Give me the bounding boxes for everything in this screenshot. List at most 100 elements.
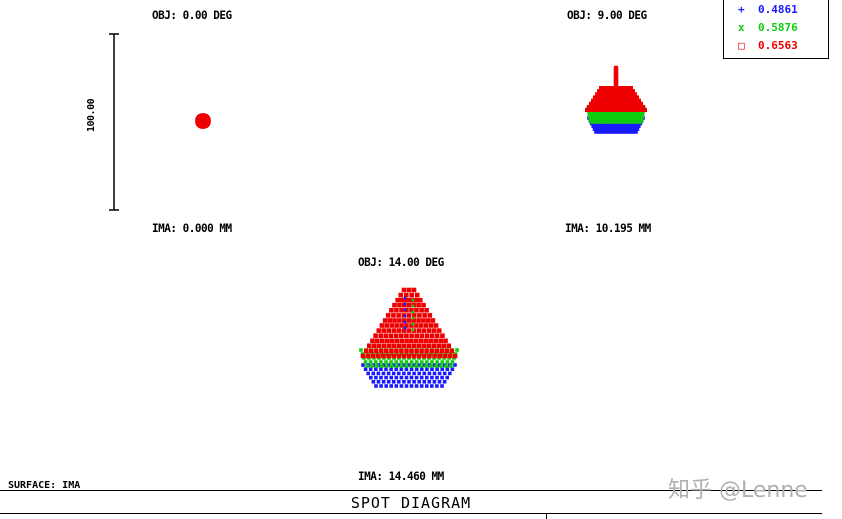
field-1-obj-label: OBJ: 0.00 DEG — [152, 8, 232, 23]
spot-point — [436, 328, 442, 333]
spot-point — [627, 124, 632, 129]
spot-point — [411, 298, 415, 302]
spot-point — [621, 89, 626, 94]
spot-point — [615, 108, 620, 112]
spot-point — [613, 80, 619, 86]
spot-point — [409, 333, 414, 338]
spot-point — [624, 120, 629, 124]
spot-point — [608, 127, 612, 131]
spot-point — [455, 348, 459, 352]
spot-point — [414, 292, 420, 298]
spot-point — [591, 114, 595, 119]
spot-point — [589, 120, 593, 124]
spot-point — [414, 360, 419, 364]
spot-point — [612, 117, 617, 121]
spot-point — [414, 338, 419, 344]
spot-point — [387, 318, 393, 323]
spot-point — [606, 130, 611, 134]
spot-point — [443, 338, 448, 344]
spot-point — [399, 297, 405, 303]
spot-point — [603, 89, 608, 94]
spot-point — [386, 328, 392, 333]
spot-point — [603, 108, 608, 112]
spot-point — [373, 348, 379, 354]
spot-point — [636, 108, 641, 112]
spot-point — [437, 371, 442, 376]
spot-point — [631, 130, 635, 134]
spot-point — [419, 384, 424, 388]
spot-point — [403, 296, 407, 300]
spot-point — [418, 338, 424, 344]
spot-point — [389, 323, 395, 328]
spot-point — [409, 375, 414, 380]
spot-point — [611, 111, 615, 116]
spot-point — [404, 292, 409, 298]
spot-point — [594, 114, 598, 119]
legend-wavelength-red: 0.6563 — [758, 39, 798, 52]
spot-point — [389, 348, 394, 354]
spot-point — [600, 117, 605, 121]
spot-point — [435, 367, 439, 371]
spot-point — [620, 111, 624, 116]
spot-point — [624, 98, 629, 103]
legend-wavelength-blue: 0.4861 — [758, 3, 798, 16]
spot-point — [603, 98, 608, 103]
spot-point — [374, 384, 378, 388]
spot-point — [384, 348, 389, 354]
spot-point — [600, 124, 605, 129]
spot-point — [609, 101, 614, 106]
spot-point — [397, 302, 402, 308]
spot-point — [628, 130, 632, 134]
spot-point — [422, 363, 427, 367]
spot-point — [615, 130, 620, 134]
spot-point — [389, 375, 393, 380]
spot-point — [603, 130, 607, 134]
spot-point — [407, 380, 411, 384]
spot-point — [630, 101, 635, 106]
spot-point — [621, 130, 626, 134]
spot-point — [399, 333, 404, 338]
spot-point — [612, 89, 617, 94]
spot-point — [602, 95, 606, 100]
spot-point — [372, 343, 377, 349]
spot-point — [592, 120, 596, 124]
spot-point — [414, 384, 419, 388]
spot-point — [379, 338, 385, 344]
spot-point — [615, 117, 620, 121]
spot-point — [595, 127, 600, 131]
spot-point — [425, 360, 429, 364]
spot-point — [391, 313, 396, 318]
spot-field-1 — [195, 113, 211, 129]
spot-point — [422, 380, 427, 384]
spot-point — [424, 333, 430, 338]
spot-point — [402, 380, 406, 384]
spot-point — [609, 92, 614, 97]
spot-point — [394, 384, 399, 388]
spot-point — [373, 360, 378, 364]
spot-point — [632, 111, 636, 116]
spot-point — [614, 104, 618, 109]
spot-point — [609, 114, 614, 119]
spot-point — [409, 292, 414, 298]
spot-point — [624, 108, 629, 112]
spot-point — [615, 124, 620, 129]
spot-point — [643, 108, 647, 112]
spot-point — [368, 348, 374, 354]
spot-point — [414, 364, 419, 368]
spot-point — [449, 364, 453, 368]
spot-point — [399, 367, 404, 371]
spot-point — [379, 323, 385, 328]
spot-point — [609, 89, 614, 94]
spot-point — [634, 124, 638, 129]
spot-point — [600, 98, 605, 103]
spot-point — [434, 364, 438, 368]
spot-point — [596, 111, 600, 116]
spot-point — [404, 297, 409, 303]
spot-point — [602, 104, 606, 109]
spot-point — [368, 360, 373, 364]
spot-point — [615, 120, 620, 124]
spot-point — [612, 114, 617, 119]
spot-point — [368, 367, 373, 371]
spot-point — [395, 297, 400, 303]
